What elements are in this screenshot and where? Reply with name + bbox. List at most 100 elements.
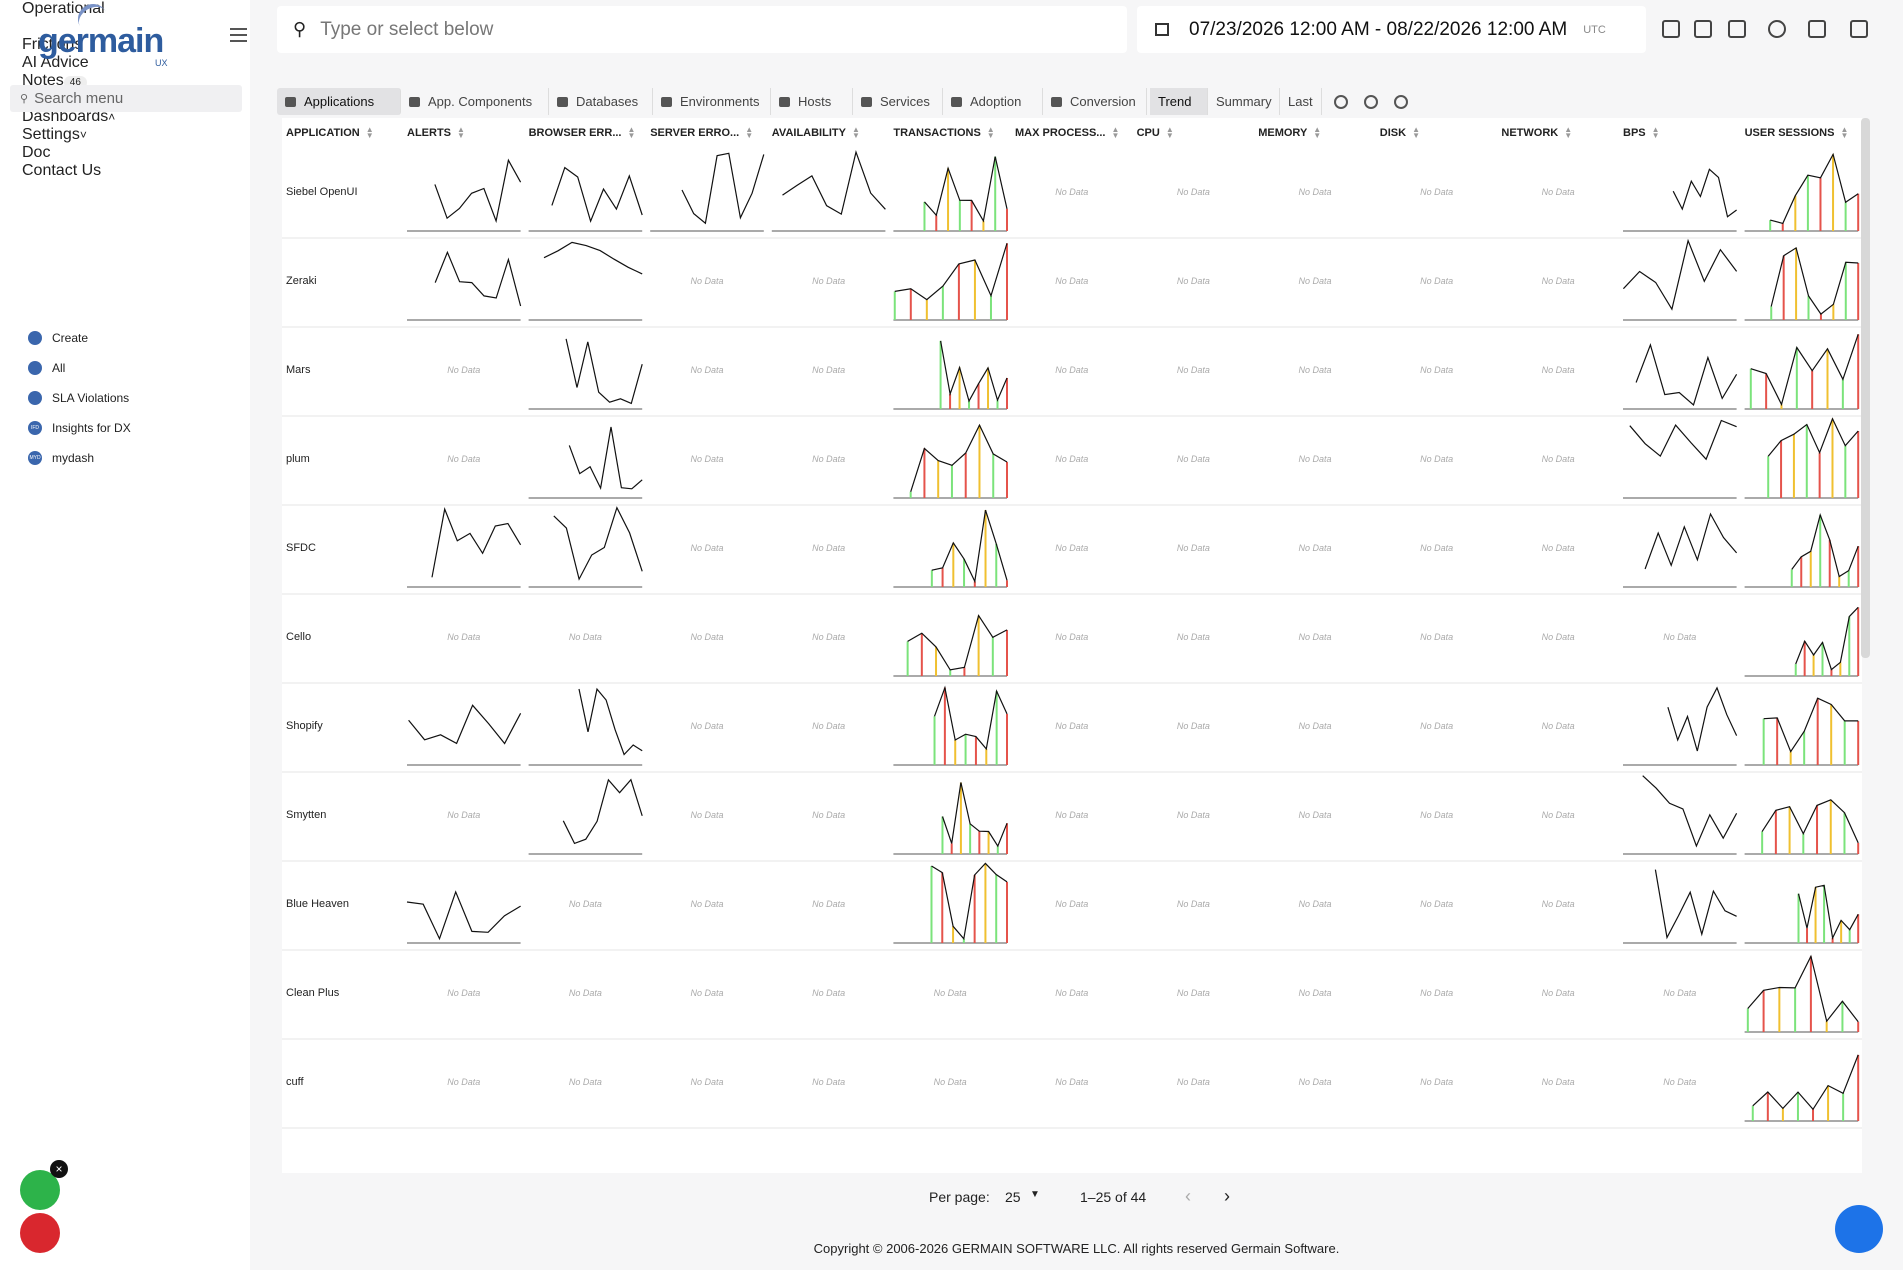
view-tab[interactable]: Last xyxy=(1280,88,1322,115)
table: APPLICATION ▲ ▼ ALERTS ▲ ▼ BROWSER ERR... ▲ ▼ SER… xyxy=(282,118,1862,1173)
sparkline xyxy=(1654,869,1737,940)
column-header[interactable]: SERVER ERRO... ▲ ▼ xyxy=(650,120,753,146)
tab-icon xyxy=(1051,96,1062,107)
menu-item[interactable]: Frictions xyxy=(0,36,250,54)
chat-button[interactable] xyxy=(1835,1205,1883,1253)
header-icon[interactable] xyxy=(1850,20,1868,38)
header-icon[interactable] xyxy=(1768,20,1786,38)
application-name[interactable]: cuff xyxy=(286,1076,304,1088)
tab[interactable]: Adoption xyxy=(943,88,1043,115)
application-name[interactable]: Blue Heaven xyxy=(286,898,349,910)
header-icon[interactable] xyxy=(1808,20,1826,38)
sparkline xyxy=(1770,152,1859,225)
prev-page[interactable]: ‹ xyxy=(1185,1186,1191,1206)
column-header-label: TRANSACTIONS xyxy=(893,127,981,139)
menu-search[interactable]: ⚲ Search menu xyxy=(10,85,242,112)
tab[interactable]: App. Components xyxy=(401,88,549,115)
no-data: No Data xyxy=(1055,1077,1089,1087)
submenu-item[interactable]: SLA Violations xyxy=(28,383,240,413)
sparkline xyxy=(1667,686,1738,752)
menu-item[interactable]: Operational xyxy=(0,0,250,36)
menu-item[interactable]: Settings˅ xyxy=(0,126,250,144)
toolbar-icon[interactable] xyxy=(1334,95,1348,109)
column-header[interactable]: MAX PROCESS... ▲ ▼ xyxy=(1015,120,1119,146)
header-icon[interactable] xyxy=(1662,20,1680,38)
application-name[interactable]: Zeraki xyxy=(286,275,317,287)
no-data: No Data xyxy=(690,721,724,731)
per-page-select[interactable]: 25 xyxy=(1005,1189,1021,1205)
header-icon[interactable] xyxy=(1728,20,1746,38)
tab-label: Adoption xyxy=(970,94,1022,109)
application-name[interactable]: Mars xyxy=(286,364,311,376)
column-header[interactable]: MEMORY ▲ ▼ xyxy=(1258,120,1321,146)
application-name[interactable]: Cello xyxy=(286,631,312,643)
tab[interactable]: Hosts xyxy=(771,88,853,115)
menu-toggle[interactable] xyxy=(230,28,247,42)
no-data: No Data xyxy=(1420,632,1454,642)
column-header-label: MEMORY xyxy=(1258,127,1308,139)
application-name[interactable]: SFDC xyxy=(286,542,316,554)
submenu-item[interactable]: Create xyxy=(28,323,240,353)
application-name[interactable]: Shopify xyxy=(286,720,323,732)
tab-label: Hosts xyxy=(798,94,832,109)
column-header[interactable]: NETWORK ▲ ▼ xyxy=(1501,120,1572,146)
submenu-item[interactable]: All xyxy=(28,353,240,383)
menu-item[interactable]: AI Advice xyxy=(0,54,250,72)
sort-icon: ▲ ▼ xyxy=(851,125,860,140)
view-tab[interactable]: Trend xyxy=(1150,88,1208,115)
next-page[interactable]: › xyxy=(1224,1186,1230,1206)
thumbs-down-button[interactable] xyxy=(20,1213,60,1253)
submenu-item[interactable]: IFD Insights for DX xyxy=(28,413,240,443)
column-header[interactable]: DISK ▲ ▼ xyxy=(1380,120,1420,146)
column-header[interactable]: CPU ▲ ▼ xyxy=(1137,120,1174,146)
sort-icon: ▲ ▼ xyxy=(1313,125,1322,140)
column-header[interactable]: BPS ▲ ▼ xyxy=(1623,120,1660,146)
toolbar-icon[interactable] xyxy=(1394,95,1408,109)
menu-label: Dashboards xyxy=(22,108,109,125)
date-range: 07/23/2026 12:00 AM - 08/22/2026 12:00 A… xyxy=(1189,18,1568,40)
submenu-label: SLA Violations xyxy=(52,391,130,405)
global-search[interactable]: ⚲ Type or select below xyxy=(277,6,1127,53)
sparkline xyxy=(681,152,765,225)
toolbar-icon[interactable] xyxy=(1364,95,1378,109)
column-header[interactable]: ALERTS ▲ ▼ xyxy=(407,120,465,146)
column-header[interactable]: TRANSACTIONS ▲ ▼ xyxy=(893,120,994,146)
column-header-label: CPU xyxy=(1136,127,1160,139)
no-data: No Data xyxy=(1541,543,1575,553)
application-name[interactable]: Clean Plus xyxy=(286,987,340,999)
no-data: No Data xyxy=(447,810,481,820)
tab[interactable]: Services xyxy=(853,88,943,115)
menu-item[interactable]: Dashboards˄ xyxy=(0,108,250,126)
application-name[interactable]: Smytten xyxy=(286,809,327,821)
sparkline xyxy=(1763,697,1859,753)
tab[interactable]: Applications xyxy=(277,88,401,115)
no-data: No Data xyxy=(1055,810,1089,820)
application-name[interactable]: plum xyxy=(286,453,310,465)
no-data: No Data xyxy=(447,1077,481,1087)
no-data: No Data xyxy=(1176,543,1210,553)
no-data: No Data xyxy=(812,1077,846,1087)
tab[interactable]: Databases xyxy=(549,88,653,115)
column-header[interactable]: APPLICATION ▲ ▼ xyxy=(286,120,374,146)
close-feedback[interactable]: × xyxy=(50,1160,68,1178)
view-tab[interactable]: Summary xyxy=(1208,88,1280,115)
header-icon[interactable] xyxy=(1694,20,1712,38)
no-data: No Data xyxy=(1541,632,1575,642)
menu-item[interactable]: Doc xyxy=(0,144,250,162)
tab-icon xyxy=(861,96,872,107)
tab[interactable]: Environments xyxy=(653,88,771,115)
menu-item[interactable]: Contact Us xyxy=(0,162,250,180)
column-header[interactable]: AVAILABILITY ▲ ▼ xyxy=(772,120,860,146)
column-header[interactable]: BROWSER ERR... ▲ ▼ xyxy=(529,120,636,146)
no-data: No Data xyxy=(1541,187,1575,197)
column-header[interactable]: USER SESSIONS ▲ ▼ xyxy=(1745,120,1849,146)
date-range-picker[interactable]: 07/23/2026 12:00 AM - 08/22/2026 12:00 A… xyxy=(1137,6,1646,53)
submenu-item[interactable]: MYD mydash xyxy=(28,443,240,473)
no-data: No Data xyxy=(1055,454,1089,464)
scrollbar[interactable] xyxy=(1861,118,1870,658)
tab[interactable]: Conversion xyxy=(1043,88,1147,115)
no-data: No Data xyxy=(1541,454,1575,464)
sparkline xyxy=(940,340,1008,403)
no-data: No Data xyxy=(1541,810,1575,820)
application-name[interactable]: Siebel OpenUI xyxy=(286,186,358,198)
